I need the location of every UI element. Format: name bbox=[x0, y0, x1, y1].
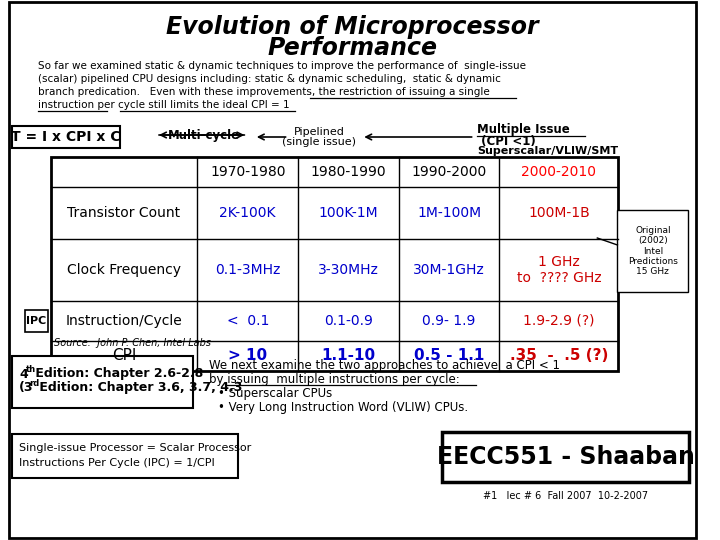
Text: rd: rd bbox=[30, 379, 40, 388]
Text: Original
(2002)
Intel
Predictions
15 GHz: Original (2002) Intel Predictions 15 GHz bbox=[628, 226, 678, 276]
Text: 0.1-0.9: 0.1-0.9 bbox=[324, 314, 373, 328]
Text: Performance: Performance bbox=[268, 36, 438, 60]
Text: Edition: Chapter 2.6-2.8: Edition: Chapter 2.6-2.8 bbox=[32, 368, 204, 381]
Text: EECC551 - Shaaban: EECC551 - Shaaban bbox=[437, 445, 695, 469]
Bar bbox=[24, 310, 48, 332]
Text: instruction per cycle still limits the ideal CPI = 1: instruction per cycle still limits the i… bbox=[38, 100, 289, 110]
Text: Clock Frequency: Clock Frequency bbox=[67, 263, 181, 277]
Text: 100M-1B: 100M-1B bbox=[528, 206, 590, 220]
Text: 1970-1980: 1970-1980 bbox=[210, 165, 285, 179]
Text: 100K-1M: 100K-1M bbox=[319, 206, 378, 220]
Text: 1M-100M: 1M-100M bbox=[417, 206, 481, 220]
Text: branch predication.   Even with these improvements, the restriction of issuing a: branch predication. Even with these impr… bbox=[38, 87, 490, 97]
Text: (scalar) pipelined CPU designs including: static & dynamic scheduling,  static &: (scalar) pipelined CPU designs including… bbox=[38, 74, 501, 84]
Text: 0.1-3MHz: 0.1-3MHz bbox=[215, 263, 280, 277]
Text: So far we examined static & dynamic techniques to improve the performance of  si: So far we examined static & dynamic tech… bbox=[38, 61, 526, 71]
Bar bbox=[12, 356, 192, 408]
Text: Instructions Per Cycle (IPC) = 1/CPI: Instructions Per Cycle (IPC) = 1/CPI bbox=[19, 458, 215, 468]
Text: th: th bbox=[26, 364, 36, 374]
Text: 2000-2010: 2000-2010 bbox=[521, 165, 596, 179]
Text: Single-issue Processor = Scalar Processor: Single-issue Processor = Scalar Processo… bbox=[19, 443, 251, 453]
Bar bbox=[618, 210, 688, 292]
Text: (3: (3 bbox=[19, 381, 34, 395]
Text: Superscalar/VLIW/SMT: Superscalar/VLIW/SMT bbox=[477, 146, 618, 156]
Text: CPI: CPI bbox=[112, 348, 136, 363]
Text: by issuing  multiple instructions per cycle:: by issuing multiple instructions per cyc… bbox=[209, 374, 459, 387]
Text: 2K-100K: 2K-100K bbox=[220, 206, 276, 220]
Text: 0.5 - 1.1: 0.5 - 1.1 bbox=[414, 348, 485, 363]
Text: We next examine the two approaches to achieve  a CPI < 1: We next examine the two approaches to ac… bbox=[209, 360, 560, 373]
Text: Evolution of Microprocessor: Evolution of Microprocessor bbox=[166, 15, 539, 39]
Text: T = I x CPI x C: T = I x CPI x C bbox=[12, 130, 121, 144]
Text: .35  -  .5 (?): .35 - .5 (?) bbox=[510, 348, 608, 363]
Bar bbox=[12, 126, 120, 148]
Text: <  0.1: < 0.1 bbox=[227, 314, 269, 328]
Text: Instruction/Cycle: Instruction/Cycle bbox=[66, 314, 182, 328]
Text: Edition: Chapter 3.6, 3.7, 4.3: Edition: Chapter 3.6, 3.7, 4.3 bbox=[35, 381, 243, 395]
Text: • Superscalar CPUs: • Superscalar CPUs bbox=[218, 388, 333, 401]
Text: 0.9- 1.9: 0.9- 1.9 bbox=[423, 314, 476, 328]
Text: Multiple Issue: Multiple Issue bbox=[477, 123, 570, 136]
Text: Multi-cycle: Multi-cycle bbox=[168, 129, 240, 141]
Text: IPC: IPC bbox=[26, 316, 46, 326]
Text: Pipelined: Pipelined bbox=[294, 127, 345, 137]
Text: Source:  John P. Chen, Intel Labs: Source: John P. Chen, Intel Labs bbox=[53, 338, 210, 348]
Text: 1980-1990: 1980-1990 bbox=[310, 165, 386, 179]
Bar bbox=[12, 434, 238, 478]
Bar bbox=[442, 432, 689, 482]
Text: > 10: > 10 bbox=[228, 348, 267, 363]
Text: Transistor Count: Transistor Count bbox=[68, 206, 181, 220]
Text: 1.1-10: 1.1-10 bbox=[321, 348, 376, 363]
Text: 1 GHz
to  ???? GHz: 1 GHz to ???? GHz bbox=[517, 255, 601, 285]
Text: 4: 4 bbox=[19, 368, 28, 381]
Text: 3-30MHz: 3-30MHz bbox=[318, 263, 379, 277]
Text: 30M-1GHz: 30M-1GHz bbox=[413, 263, 485, 277]
Text: • Very Long Instruction Word (VLIW) CPUs.: • Very Long Instruction Word (VLIW) CPUs… bbox=[218, 402, 469, 415]
Text: 1990-2000: 1990-2000 bbox=[412, 165, 487, 179]
Text: (CPI <1): (CPI <1) bbox=[477, 136, 536, 148]
Text: #1   lec # 6  Fall 2007  10-2-2007: #1 lec # 6 Fall 2007 10-2-2007 bbox=[483, 491, 648, 501]
Bar bbox=[50, 157, 618, 371]
Text: (single issue): (single issue) bbox=[282, 137, 356, 147]
Text: 1.9-2.9 (?): 1.9-2.9 (?) bbox=[523, 314, 595, 328]
